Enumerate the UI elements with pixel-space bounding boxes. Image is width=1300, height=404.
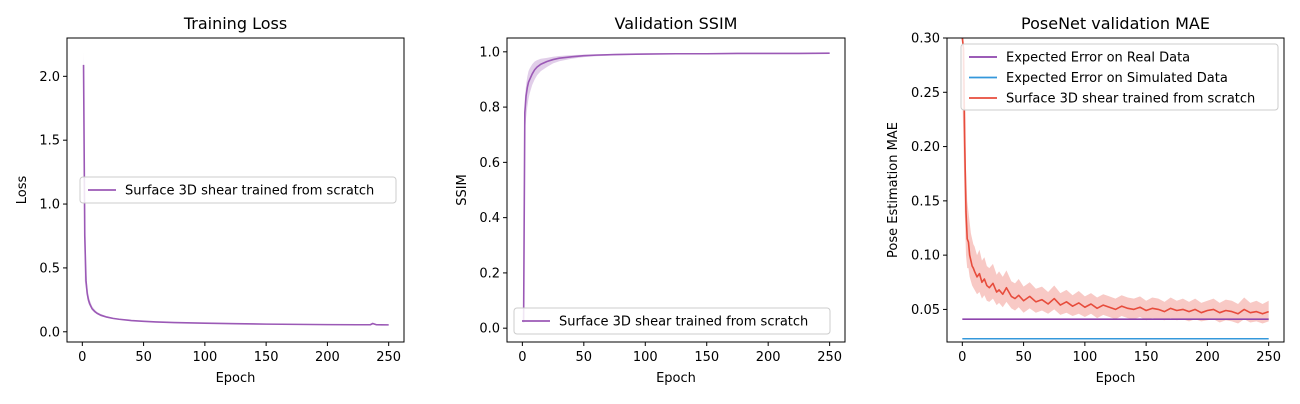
- chart-panel-3: 0 50 100 150 200 250 0.05 0.10 0.15 0.20 0.25 0.30 P…: [886, 14, 1285, 386]
- y-tick-label: 0.0: [39, 325, 60, 340]
- x-tick-label: 50: [135, 350, 152, 365]
- x-tick-label: 250: [1256, 350, 1281, 365]
- x-tick-label: 0: [78, 350, 86, 365]
- x-tick-label: 50: [1015, 350, 1032, 365]
- y-tick-label: 1.0: [39, 198, 60, 213]
- legend-box: [960, 43, 1279, 111]
- y-tick-label: 0.4: [479, 211, 500, 226]
- x-tick-label: 250: [817, 350, 842, 365]
- legend-box: [513, 307, 831, 335]
- y-tick-label: 0.8: [479, 101, 500, 116]
- x-tick-label: 250: [376, 350, 401, 365]
- axes-frame: [946, 37, 1285, 343]
- x-tick-label: 100: [192, 350, 217, 365]
- x-tick-label: 100: [1072, 350, 1097, 365]
- chart-panel-2: 0 50 100 150 200 250 0.0 0.2 0.4 0.6 0.8 1.0 Validat…: [455, 14, 846, 386]
- chart-title: Validation SSIM: [615, 14, 738, 33]
- series-line: [522, 52, 830, 323]
- x-tick-label: 0: [958, 350, 966, 365]
- series-line: [961, 38, 1269, 315]
- y-tick-label: 0.5: [39, 261, 60, 276]
- plot-area: [82, 52, 389, 326]
- x-tick-label: 150: [1134, 350, 1159, 365]
- y-tick-label: 0.10: [911, 249, 940, 264]
- x-tick-label: 0: [518, 350, 526, 365]
- y-tick-label: 0.15: [911, 194, 940, 209]
- x-tick-label: 150: [254, 350, 279, 365]
- legend-label: Expected Error on Real Data: [1006, 51, 1190, 66]
- x-tick-label: 200: [1195, 350, 1220, 365]
- y-tick-label: 0.25: [911, 86, 940, 101]
- legend: Surface 3D shear trained from scratch: [513, 307, 831, 335]
- y-tick-label: 0.20: [911, 140, 940, 155]
- legend: Expected Error on Real Data Expected Erro…: [960, 43, 1279, 111]
- series-line: [82, 64, 389, 326]
- chart-title: Training Loss: [183, 14, 287, 33]
- x-tick-label: 200: [315, 350, 340, 365]
- axes-frame: [506, 37, 846, 343]
- x-axis-label: Epoch: [1096, 371, 1136, 386]
- x-tick-label: 100: [633, 350, 658, 365]
- x-tick-label: 50: [576, 350, 593, 365]
- chart-title: PoseNet validation MAE: [1021, 14, 1210, 33]
- y-tick-label: 0.2: [479, 266, 500, 281]
- y-tick-label: 1.0: [479, 45, 500, 60]
- y-tick-label: 0.0: [479, 322, 500, 337]
- legend-box: [79, 176, 397, 204]
- plot-area: [961, 38, 1269, 340]
- legend-label: Surface 3D shear trained from scratch: [559, 315, 808, 330]
- legend-label: Surface 3D shear trained from scratch: [125, 184, 374, 199]
- x-tick-label: 150: [694, 350, 719, 365]
- series-band: [962, 38, 1269, 324]
- y-tick-label: 0.6: [479, 156, 500, 171]
- x-axis-label: Epoch: [656, 371, 696, 386]
- series-band: [523, 52, 830, 329]
- y-tick-label: 1.5: [39, 134, 60, 149]
- x-axis-label: Epoch: [216, 371, 256, 386]
- x-tick-label: 200: [756, 350, 781, 365]
- y-axis-label: SSIM: [455, 174, 470, 206]
- legend: Surface 3D shear trained from scratch: [79, 176, 397, 204]
- y-tick-label: 0.30: [911, 32, 940, 47]
- legend-label: Expected Error on Simulated Data: [1006, 71, 1228, 86]
- y-axis-label: Pose Estimation MAE: [886, 122, 901, 258]
- axes-frame: [66, 37, 405, 343]
- chart-panel-1: 0 50 100 150 200 250 0.0 0.5 1.0 1.5 2.0 Training L…: [15, 14, 405, 386]
- y-axis-label: Loss: [15, 176, 30, 205]
- legend-label: Surface 3D shear trained from scratch: [1006, 92, 1255, 107]
- y-tick-label: 2.0: [39, 70, 60, 85]
- plot-area: [522, 52, 830, 329]
- y-tick-label: 0.05: [911, 303, 940, 318]
